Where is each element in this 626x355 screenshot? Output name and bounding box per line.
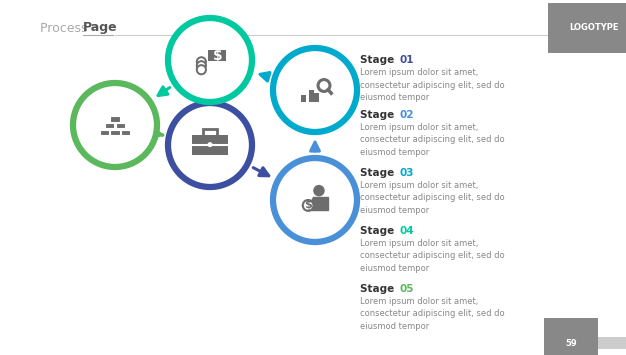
Circle shape [168, 103, 252, 187]
FancyBboxPatch shape [121, 130, 130, 135]
Text: Stage: Stage [360, 55, 398, 65]
Circle shape [168, 18, 252, 102]
Text: 03: 03 [400, 168, 414, 178]
Text: 05: 05 [400, 284, 414, 294]
Text: LOGOTYPE: LOGOTYPE [569, 23, 618, 33]
FancyBboxPatch shape [110, 130, 120, 135]
Circle shape [273, 48, 357, 132]
FancyBboxPatch shape [582, 337, 626, 349]
FancyBboxPatch shape [110, 116, 120, 122]
Circle shape [273, 158, 357, 242]
Circle shape [198, 59, 204, 65]
Text: $: $ [304, 201, 312, 211]
Circle shape [197, 57, 206, 67]
Circle shape [208, 143, 212, 147]
FancyBboxPatch shape [116, 123, 125, 128]
Text: Stage: Stage [360, 226, 398, 236]
FancyBboxPatch shape [309, 90, 314, 102]
FancyBboxPatch shape [192, 135, 228, 155]
Text: Lorem ipsum dolor sit amet,
consectetur adipiscing elit, sed do
eiusmod tempor: Lorem ipsum dolor sit amet, consectetur … [360, 68, 505, 102]
Text: 01: 01 [400, 55, 414, 65]
FancyBboxPatch shape [100, 130, 110, 135]
Text: Lorem ipsum dolor sit amet,
consectetur adipiscing elit, sed do
eiusmod tempor: Lorem ipsum dolor sit amet, consectetur … [360, 239, 505, 273]
FancyBboxPatch shape [314, 93, 319, 102]
FancyBboxPatch shape [208, 50, 226, 61]
Text: 02: 02 [400, 110, 414, 120]
Text: Stage: Stage [360, 284, 398, 294]
Text: Stage: Stage [360, 110, 398, 120]
Text: Process: Process [40, 22, 91, 34]
Circle shape [197, 61, 206, 71]
Circle shape [73, 83, 157, 167]
Text: Stage: Stage [360, 168, 398, 178]
Text: $: $ [212, 49, 222, 63]
Text: 59: 59 [565, 339, 577, 348]
Text: 04: 04 [400, 226, 414, 236]
Text: Lorem ipsum dolor sit amet,
consectetur adipiscing elit, sed do
eiusmod tempor: Lorem ipsum dolor sit amet, consectetur … [360, 297, 505, 331]
Circle shape [302, 200, 314, 211]
FancyBboxPatch shape [105, 123, 115, 128]
Text: Page: Page [83, 22, 118, 34]
Circle shape [198, 67, 204, 73]
FancyBboxPatch shape [300, 95, 306, 102]
Circle shape [305, 202, 312, 209]
Polygon shape [306, 197, 327, 210]
Circle shape [197, 65, 206, 75]
Text: Lorem ipsum dolor sit amet,
consectetur adipiscing elit, sed do
eiusmod tempor: Lorem ipsum dolor sit amet, consectetur … [360, 181, 505, 215]
Circle shape [314, 186, 324, 196]
Circle shape [198, 63, 204, 69]
Text: Lorem ipsum dolor sit amet,
consectetur adipiscing elit, sed do
eiusmod tempor: Lorem ipsum dolor sit amet, consectetur … [360, 123, 505, 157]
